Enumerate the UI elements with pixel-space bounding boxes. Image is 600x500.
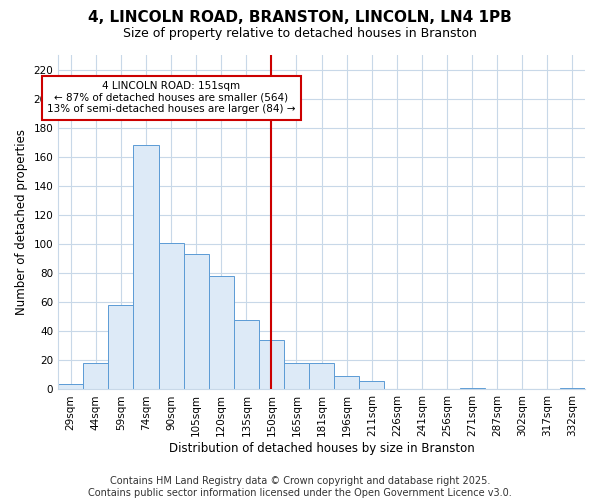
Bar xyxy=(158,242,184,390)
Bar xyxy=(560,388,585,390)
Bar xyxy=(83,364,109,390)
Bar xyxy=(58,384,83,390)
Text: Size of property relative to detached houses in Branston: Size of property relative to detached ho… xyxy=(123,28,477,40)
Bar xyxy=(234,320,259,390)
Text: 4 LINCOLN ROAD: 151sqm
← 87% of detached houses are smaller (564)
13% of semi-de: 4 LINCOLN ROAD: 151sqm ← 87% of detached… xyxy=(47,81,295,114)
Bar xyxy=(109,305,133,390)
Bar xyxy=(359,380,385,390)
Bar xyxy=(284,364,309,390)
Bar xyxy=(184,254,209,390)
Text: 4, LINCOLN ROAD, BRANSTON, LINCOLN, LN4 1PB: 4, LINCOLN ROAD, BRANSTON, LINCOLN, LN4 … xyxy=(88,10,512,25)
Bar xyxy=(460,388,485,390)
Text: Contains HM Land Registry data © Crown copyright and database right 2025.
Contai: Contains HM Land Registry data © Crown c… xyxy=(88,476,512,498)
Bar xyxy=(209,276,234,390)
Bar xyxy=(334,376,359,390)
Bar xyxy=(133,145,158,390)
X-axis label: Distribution of detached houses by size in Branston: Distribution of detached houses by size … xyxy=(169,442,475,455)
Bar xyxy=(259,340,284,390)
Bar xyxy=(309,364,334,390)
Y-axis label: Number of detached properties: Number of detached properties xyxy=(15,129,28,315)
